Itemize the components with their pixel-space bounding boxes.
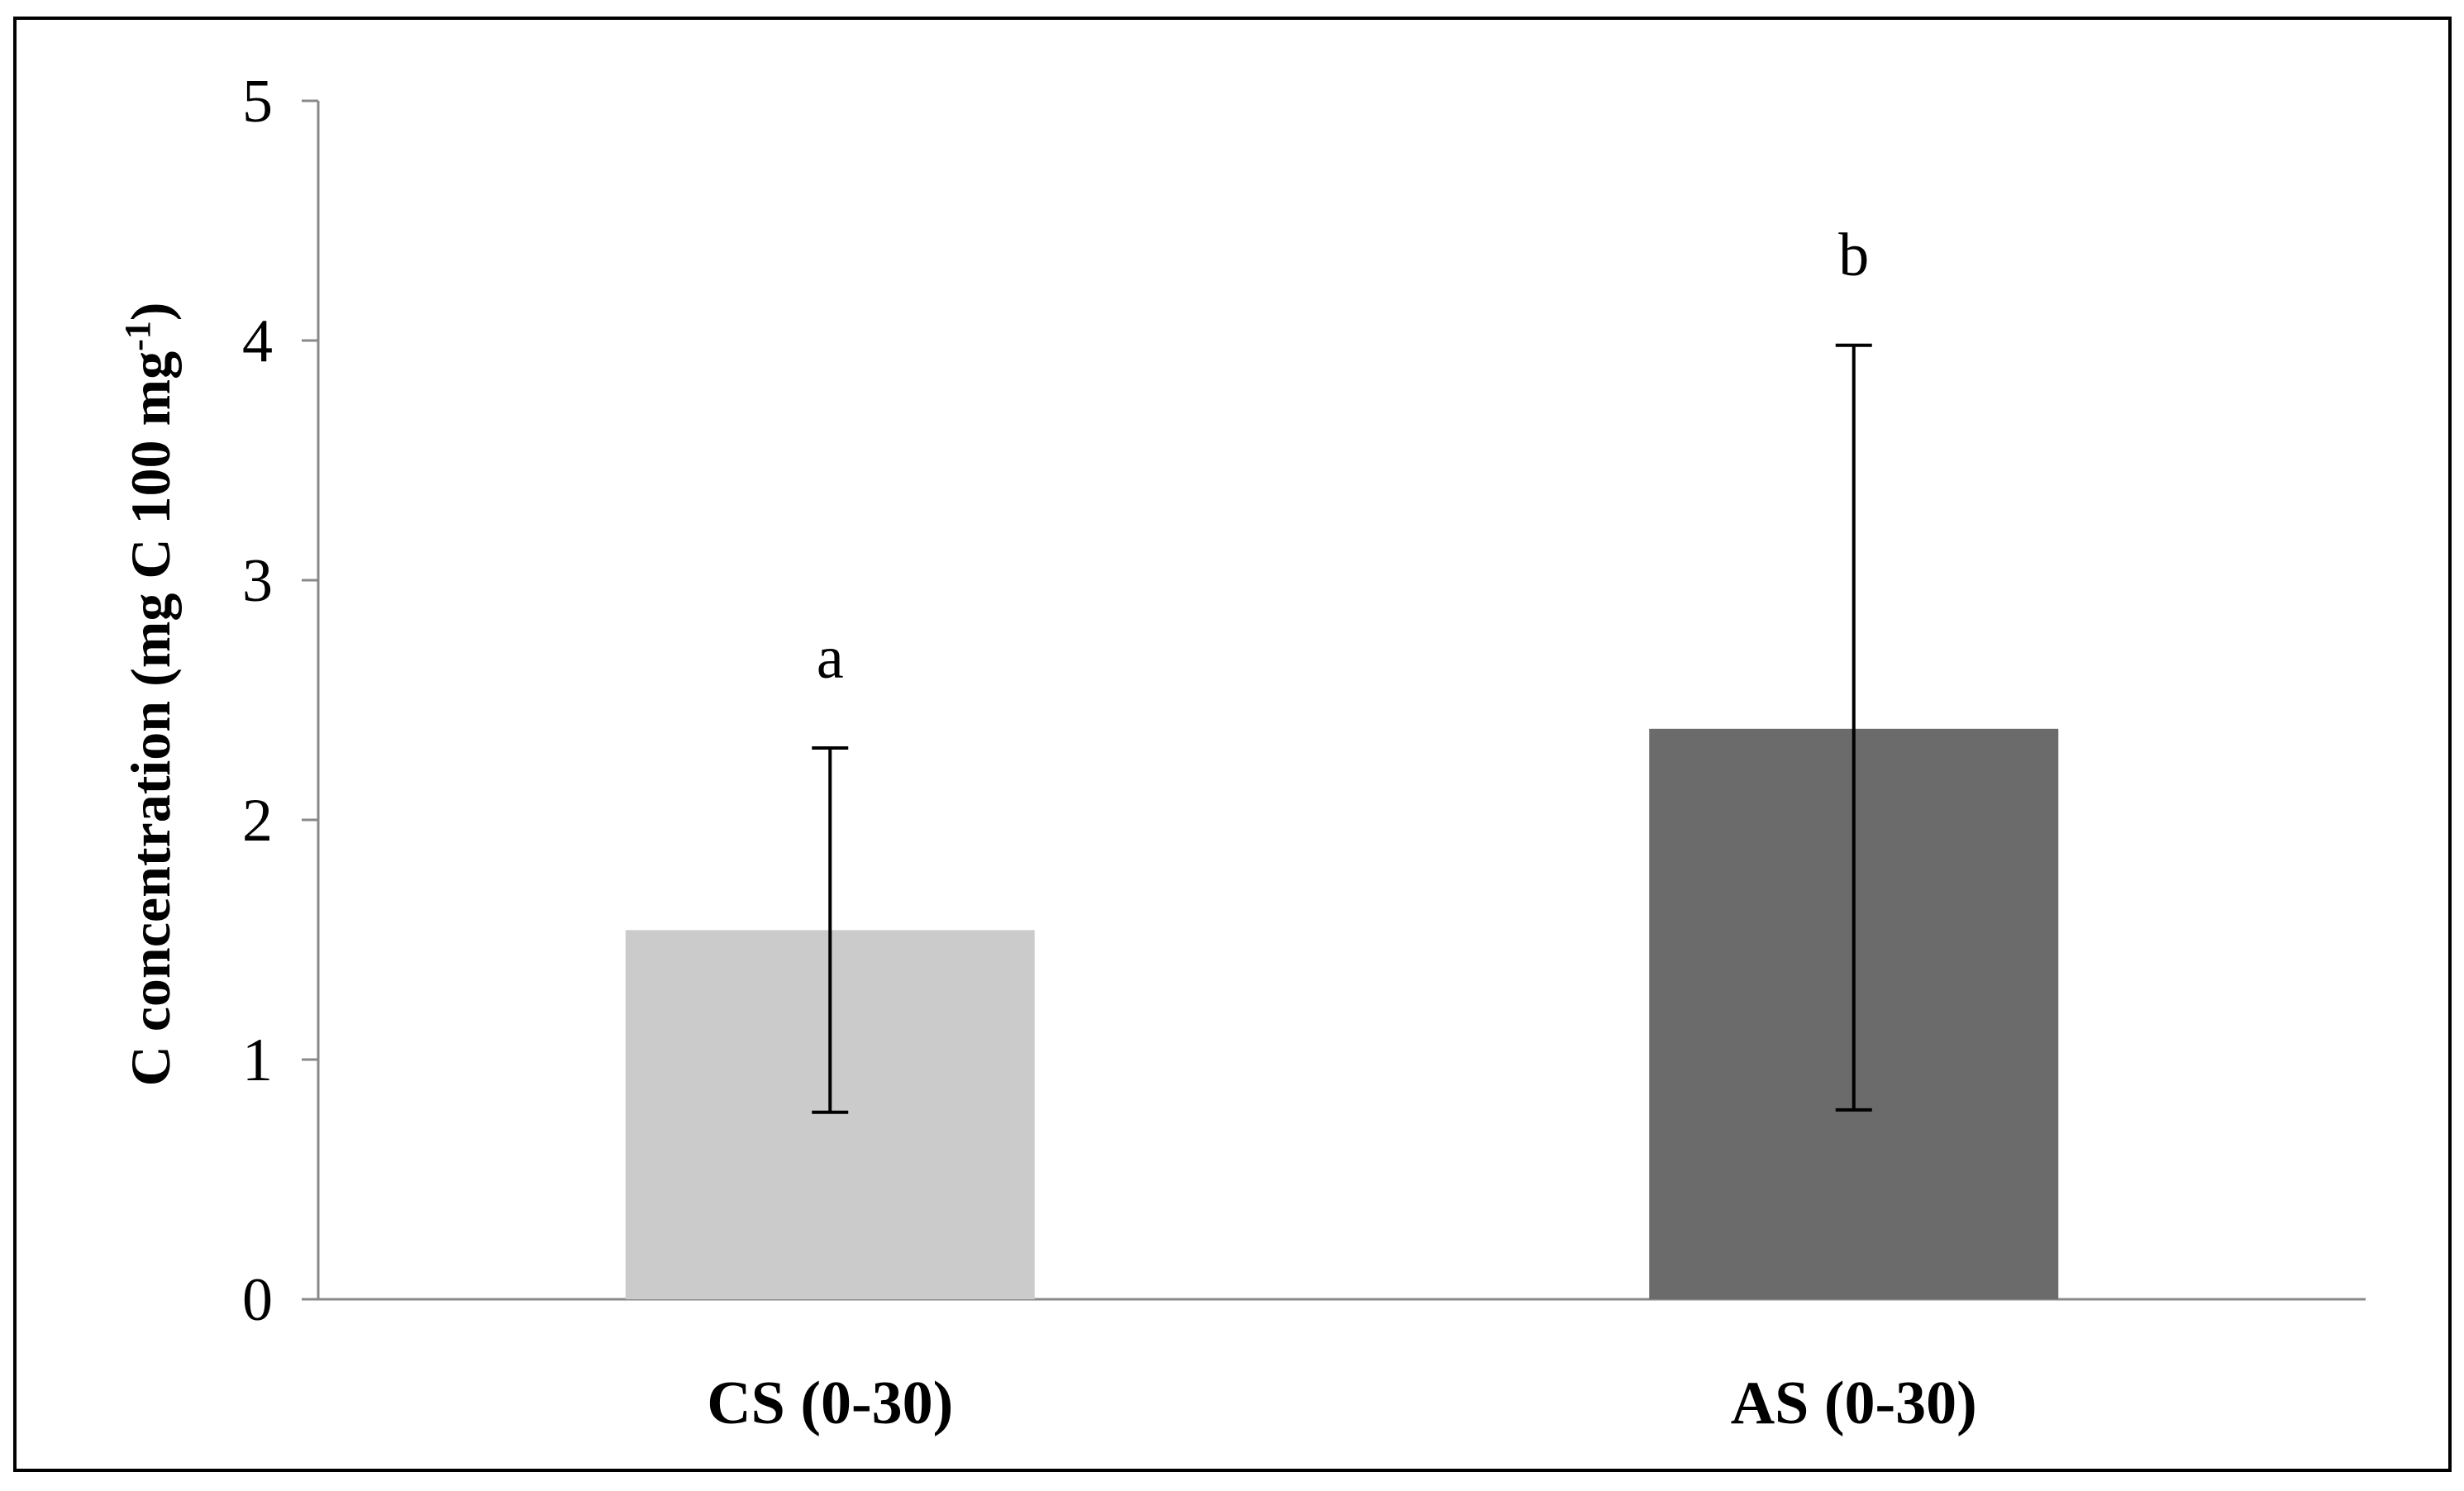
y-axis-label-main: C concentration (mg C 100 mg [119, 351, 182, 1087]
x-category-label: CS (0-30) [707, 1370, 953, 1437]
y-tick-label: 5 [242, 68, 273, 136]
y-axis-label-superscript: -1 [117, 321, 158, 351]
significance-letter: a [817, 624, 844, 692]
y-tick-label: 3 [242, 547, 273, 615]
y-axis-label-suffix: ) [119, 302, 182, 322]
y-tick-label: 2 [242, 787, 273, 855]
y-axis-label: C concentration (mg C 100 mg-1) [117, 302, 183, 1087]
y-tick-label: 0 [242, 1266, 273, 1334]
x-category-label: AS (0-30) [1731, 1370, 1977, 1437]
plot-area: 0 1 2 3 4 5 a CS (0-30) b AS (0-30) [242, 68, 2366, 1437]
figure-border [13, 17, 2452, 1472]
y-tick-label: 4 [242, 307, 273, 375]
y-tick-label: 1 [242, 1027, 273, 1094]
significance-letter: b [1838, 222, 1869, 289]
